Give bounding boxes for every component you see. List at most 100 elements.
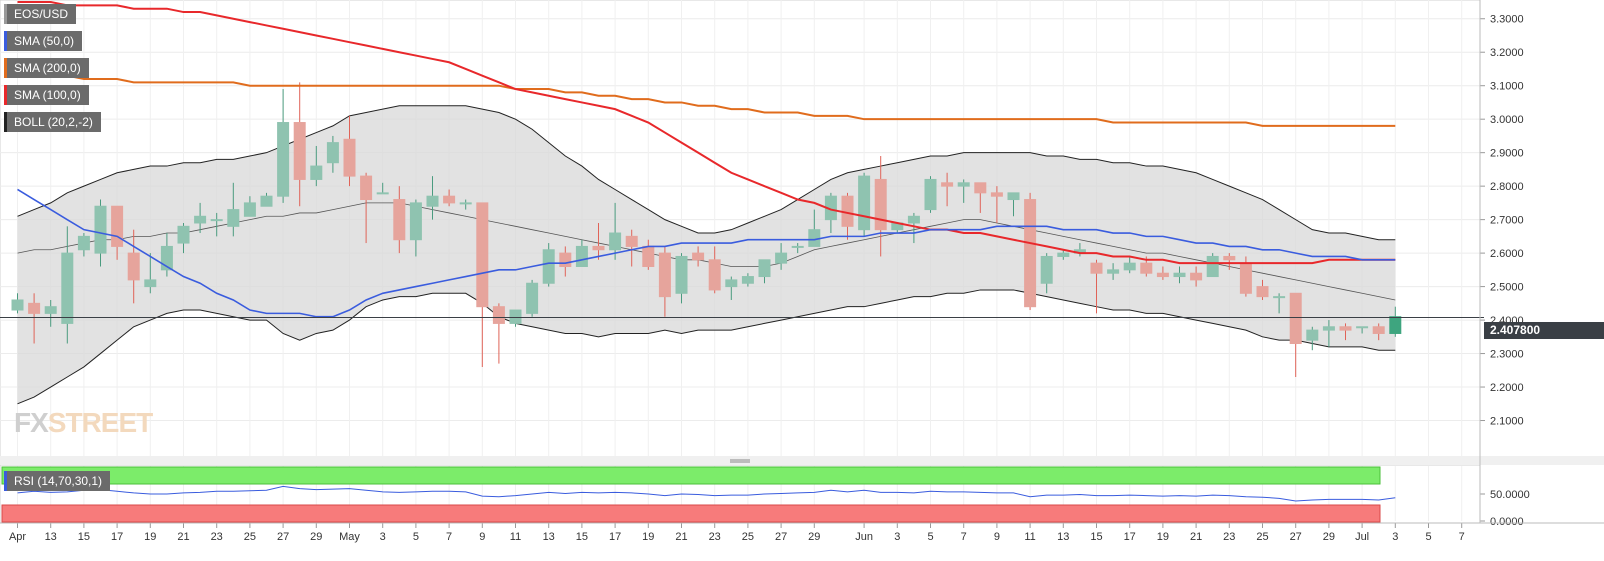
y-tick-label: 2.5000 bbox=[1490, 282, 1524, 294]
y-tick-label: 2.8000 bbox=[1490, 181, 1524, 193]
candle-body bbox=[708, 259, 721, 291]
bollinger-upper-line bbox=[17, 105, 1396, 241]
candle-body bbox=[1173, 272, 1186, 278]
x-tick-label: 23 bbox=[709, 531, 721, 543]
x-tick-label: 13 bbox=[45, 531, 57, 543]
candle-body bbox=[1239, 262, 1252, 294]
boll-legend-swatch bbox=[4, 112, 7, 132]
x-tick-label: 15 bbox=[1090, 531, 1102, 543]
x-tick-label: 3 bbox=[1392, 531, 1398, 543]
candle-body bbox=[1123, 262, 1136, 271]
candle-body bbox=[326, 142, 339, 164]
x-tick-label: 11 bbox=[1024, 531, 1035, 543]
candle-body bbox=[924, 178, 937, 211]
candle-body bbox=[376, 192, 389, 195]
x-tick-label: 29 bbox=[1323, 531, 1335, 543]
candle-body bbox=[11, 299, 24, 311]
candle-body bbox=[941, 182, 954, 187]
candle-body bbox=[758, 259, 771, 278]
x-tick-label: 29 bbox=[808, 531, 820, 543]
candle-body bbox=[1107, 269, 1120, 274]
candle-body bbox=[542, 249, 555, 284]
candle-body bbox=[343, 138, 356, 177]
candle-body bbox=[1289, 292, 1302, 345]
candle-body bbox=[675, 255, 688, 294]
x-tick-label: 5 bbox=[1425, 531, 1431, 543]
y-tick-label: 2.1000 bbox=[1490, 416, 1524, 428]
rsi-legend[interactable]: RSI (14,70,30,1) bbox=[4, 471, 111, 491]
boll-legend[interactable]: BOLL (20,2,-2) bbox=[4, 112, 101, 132]
candle-body bbox=[443, 195, 456, 204]
candle-body bbox=[1273, 296, 1286, 299]
candle-body bbox=[426, 195, 439, 207]
candle-body bbox=[293, 122, 306, 180]
y-tick-label: 3.0000 bbox=[1490, 114, 1524, 126]
fxstreet-logo: FXSTREET bbox=[14, 407, 153, 439]
sma100-label: SMA (100,0) bbox=[14, 88, 81, 102]
rsi-legend-swatch bbox=[4, 471, 7, 491]
candle-body bbox=[1190, 272, 1203, 281]
x-tick-label: Jul bbox=[1355, 531, 1369, 543]
logo-fx: FX bbox=[14, 407, 49, 438]
sma50-legend[interactable]: SMA (50,0) bbox=[4, 31, 83, 51]
candle-body bbox=[277, 122, 290, 197]
x-tick-label: 13 bbox=[543, 531, 555, 543]
candle-body bbox=[77, 235, 90, 251]
bollinger-middle-line bbox=[17, 202, 1396, 301]
x-tick-label: 15 bbox=[576, 531, 588, 543]
candle-body bbox=[94, 205, 107, 254]
sma100-legend[interactable]: SMA (100,0) bbox=[4, 85, 89, 105]
candle-body bbox=[28, 302, 41, 314]
x-tick-label: 13 bbox=[1057, 531, 1069, 543]
candle-body bbox=[44, 306, 57, 314]
candle-body bbox=[177, 225, 190, 244]
candle-body bbox=[476, 202, 489, 308]
candle-body bbox=[990, 192, 1003, 197]
x-tick-label: 5 bbox=[413, 531, 419, 543]
y-tick-label: 3.1000 bbox=[1490, 81, 1524, 93]
symbol-legend-swatch bbox=[4, 4, 7, 24]
candle-body bbox=[1007, 192, 1020, 201]
rsi-y-tick-label: 0.0000 bbox=[1490, 516, 1524, 528]
candle-body bbox=[592, 245, 605, 251]
candle-body bbox=[575, 245, 588, 268]
candle-body bbox=[974, 182, 987, 194]
x-tick-label: 15 bbox=[78, 531, 90, 543]
pane-divider bbox=[0, 456, 1604, 465]
sma50-label: SMA (50,0) bbox=[14, 34, 75, 48]
candle-body bbox=[360, 175, 373, 201]
x-tick-label: 21 bbox=[1190, 531, 1202, 543]
rsi-y-tick-label: 50.0000 bbox=[1490, 489, 1530, 501]
y-tick-label: 2.3000 bbox=[1490, 349, 1524, 361]
sma200-label: SMA (200,0) bbox=[14, 61, 81, 75]
x-tick-label: 7 bbox=[961, 531, 967, 543]
symbol-legend[interactable]: EOS/USD bbox=[4, 4, 77, 24]
candle-body bbox=[874, 178, 887, 231]
symbol-label: EOS/USD bbox=[14, 7, 69, 21]
x-tick-label: 17 bbox=[1124, 531, 1136, 543]
x-tick-label: 21 bbox=[177, 531, 189, 543]
candle-body bbox=[310, 165, 323, 180]
sma100-legend-swatch bbox=[4, 85, 7, 105]
candle-body bbox=[144, 279, 157, 288]
candle-body bbox=[509, 309, 522, 324]
x-tick-label: 9 bbox=[994, 531, 1000, 543]
x-tick-label: 27 bbox=[1290, 531, 1302, 543]
rsi-oversold-zone bbox=[1, 504, 1381, 523]
candle-body bbox=[210, 219, 223, 222]
bollinger-lower-line bbox=[17, 289, 1396, 405]
x-tick-label: 11 bbox=[510, 531, 521, 543]
candle-body bbox=[1356, 326, 1369, 329]
x-tick-label: 29 bbox=[310, 531, 322, 543]
x-tick-label: May bbox=[339, 531, 360, 543]
x-tick-label: 21 bbox=[675, 531, 687, 543]
candle-body bbox=[1057, 252, 1070, 257]
rsi-line bbox=[17, 485, 1396, 502]
x-tick-label: 19 bbox=[1157, 531, 1169, 543]
rsi-label: RSI (14,70,30,1) bbox=[14, 474, 103, 488]
candle-body bbox=[658, 252, 671, 298]
sma50-line bbox=[17, 188, 1396, 318]
sma200-legend[interactable]: SMA (200,0) bbox=[4, 58, 89, 78]
candle-body bbox=[1306, 329, 1319, 341]
